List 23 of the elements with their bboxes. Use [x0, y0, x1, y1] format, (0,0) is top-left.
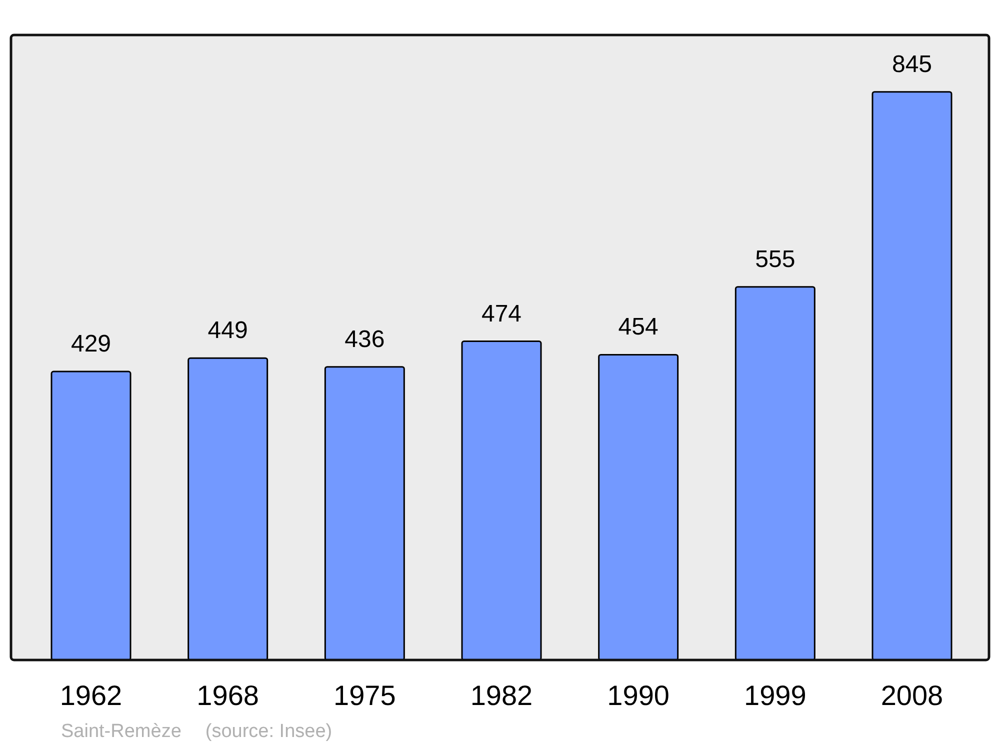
x-tick-label: 1982 [470, 680, 533, 711]
data-label: 436 [344, 326, 385, 353]
data-label: 845 [892, 50, 932, 78]
text: (source: Insee) [205, 721, 332, 742]
data-label: 474 [481, 300, 522, 328]
x-tick-label: 1975 [334, 680, 396, 711]
x-tick-label: 1990 [607, 680, 670, 711]
bar [872, 91, 952, 661]
bar [734, 286, 816, 661]
x-tick-label: 2008 [880, 680, 944, 711]
x-tick-label: 1962 [60, 680, 122, 711]
data-label: 449 [208, 317, 248, 344]
x-tick-label: 1968 [196, 680, 259, 711]
data-label: 555 [755, 246, 796, 273]
bar [461, 340, 542, 661]
bar [50, 370, 132, 661]
bar [324, 366, 405, 661]
x-tick-label: 1999 [744, 680, 806, 711]
text: Saint-Remèze [61, 721, 182, 742]
bar [188, 357, 268, 661]
data-label: 429 [70, 330, 112, 358]
bar [598, 354, 679, 661]
data-label: 454 [618, 314, 658, 341]
